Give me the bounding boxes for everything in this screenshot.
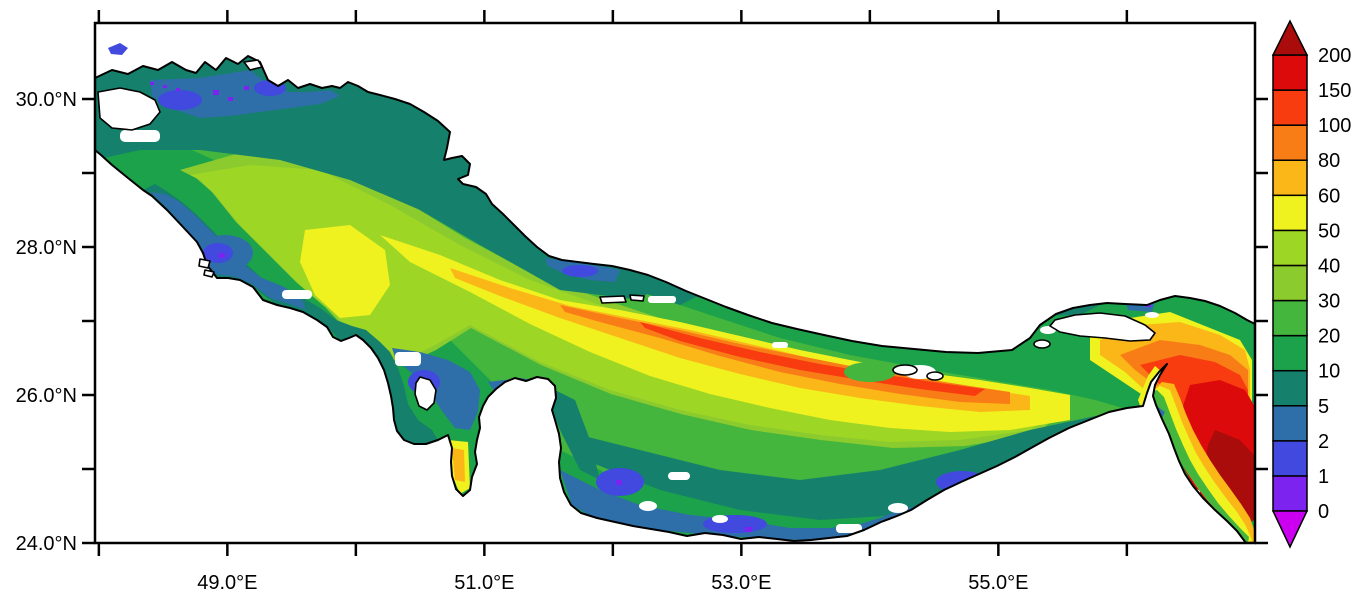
sea-raster-layers [95, 56, 1255, 543]
blue-core-west [203, 243, 233, 263]
colorbar-segment-60-80 [1272, 159, 1308, 197]
y-tick-label: 24.0°N [16, 533, 77, 555]
blue-patch-nw-1 [158, 90, 202, 110]
colorbar-label: 5 [1318, 396, 1329, 418]
colorbar-segment-20-30 [1272, 299, 1308, 337]
colorbar-under-arrow [1271, 510, 1309, 549]
colorbar-segment-40-50 [1272, 229, 1308, 267]
colorbar-segment-1-2 [1272, 440, 1308, 477]
green-spot-mid-band [844, 362, 896, 382]
colorbar-segment-10-20 [1272, 334, 1308, 372]
islet-off-iran-2 [629, 294, 645, 302]
colorbar-segment-0-1 [1272, 475, 1308, 512]
coastline [94, 55, 1256, 544]
oman-coast-ribbon-yellow [1151, 386, 1252, 543]
islet-off-iran-1 [599, 295, 627, 304]
x-tick-label: 49.0°E [197, 572, 257, 594]
colorbar-segment-5-10 [1272, 369, 1308, 407]
colorbar-label: 1 [1318, 466, 1329, 488]
region-orange-red-channel [640, 322, 985, 396]
violet-trail-3 [176, 88, 180, 91]
region-yellow-green-core [190, 165, 1050, 442]
violet-speck-nw-1 [213, 90, 219, 95]
qeshm-island [1049, 312, 1156, 342]
violet-trail-2 [163, 85, 167, 88]
colorbar-label: 0 [1318, 501, 1329, 523]
small-island-west-qeshm [1033, 339, 1051, 349]
colorbar-label: 40 [1318, 255, 1340, 277]
region-yellow-west-lobe [300, 225, 390, 318]
oman-coast-ribbon-green [1151, 390, 1249, 543]
colorbar-segment-80-100 [1272, 124, 1308, 161]
violet-speck-west [219, 253, 225, 258]
islet-west-coast-1 [198, 258, 211, 269]
kuwait-head-land [97, 87, 161, 131]
y-tick-label: 26.0°N [16, 385, 77, 407]
colorbar-over-arrow [1271, 19, 1309, 56]
violet-speck-south-1 [745, 527, 752, 532]
blue-core-iran-mid [562, 265, 598, 277]
colorbar-segment-100-150 [1272, 89, 1308, 126]
y-tick-label: 30.0°N [16, 89, 77, 111]
colorbar-label: 60 [1318, 185, 1340, 207]
islet-mid-band-1 [892, 364, 918, 376]
islands [97, 59, 1156, 411]
detached-specks [108, 43, 180, 91]
region-salwa-core [452, 448, 465, 482]
colorbar-label: 100 [1318, 115, 1351, 137]
colorbar-label: 80 [1318, 150, 1340, 172]
islet-west-coast-2 [203, 269, 215, 278]
colorbar-label: 10 [1318, 361, 1340, 383]
axis-tick-labels: 49.0°E 51.0°E 53.0°E 55.0°E 24.0°N 26.0°N 28.0… [16, 89, 1029, 594]
colorbar-label: 50 [1318, 220, 1340, 242]
colorbar-segment-2-5 [1272, 405, 1308, 442]
colorbar-label: 20 [1318, 326, 1340, 348]
delta-islet [243, 59, 263, 71]
violet-speck-nw-2 [228, 97, 233, 101]
islet-mid-band-2 [926, 371, 944, 381]
x-tick-label: 55.0°E [968, 572, 1028, 594]
colorbar-label: 150 [1318, 80, 1351, 102]
colorbar-segment-30-40 [1272, 264, 1308, 302]
colorbar-label: 30 [1318, 291, 1340, 313]
plot-border [93, 21, 1257, 545]
colorbar-segment-50-60 [1272, 194, 1308, 232]
x-tick-label: 51.0°E [454, 572, 514, 594]
colorbar-label: 200 [1318, 45, 1351, 67]
x-tick-label: 53.0°E [711, 572, 771, 594]
violet-speck-nw-3 [244, 86, 249, 90]
shallow-qatar-east [545, 385, 600, 480]
colorbar-label: 2 [1318, 431, 1329, 453]
colorbar-segment-150-200 [1272, 54, 1308, 91]
blue-patch-nw-2 [254, 80, 286, 96]
bahrain-island [414, 376, 437, 411]
axis-ticks [82, 10, 1268, 556]
violet-speck-south-2 [616, 480, 622, 485]
blue-speck-top-left [108, 43, 128, 55]
y-tick-label: 28.0°N [16, 237, 77, 259]
violet-trail-1 [150, 82, 154, 85]
